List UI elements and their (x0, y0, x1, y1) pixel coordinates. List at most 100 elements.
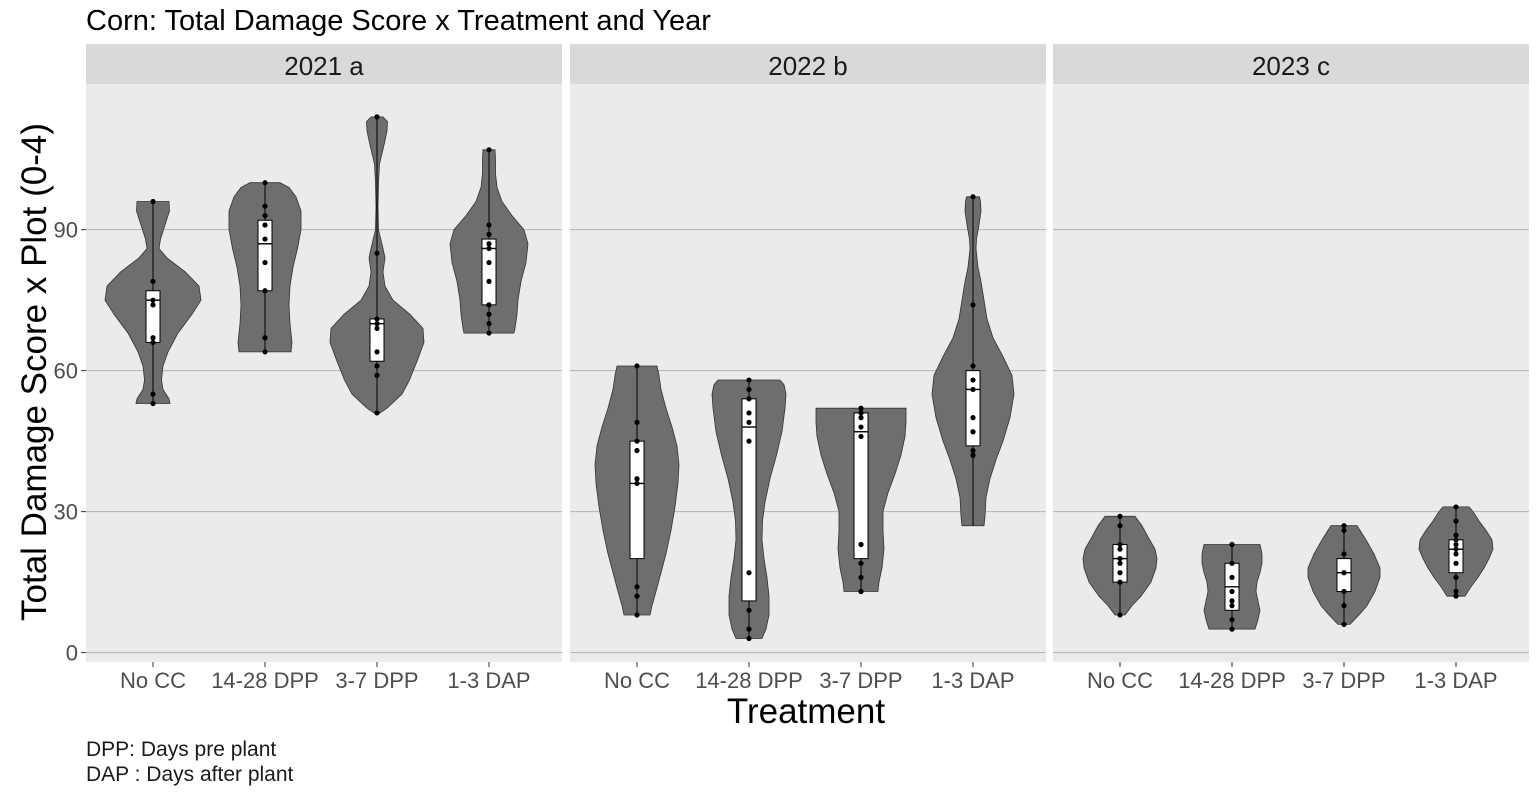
data-point (486, 311, 492, 317)
violin-group (329, 114, 425, 416)
data-point (1453, 593, 1459, 599)
violin-group (228, 180, 302, 355)
x-tick-label: 3-7 DPP (819, 668, 902, 693)
x-tick-label: 1-3 DAP (447, 668, 530, 693)
data-point (746, 438, 752, 444)
data-point (634, 419, 640, 425)
data-point (970, 429, 976, 435)
data-point (858, 410, 864, 416)
data-point (150, 198, 156, 205)
data-point (374, 349, 380, 355)
data-point (150, 400, 156, 407)
facet-strip-label: 2022 b (768, 51, 848, 81)
data-point (1453, 560, 1459, 566)
data-point (1453, 504, 1459, 510)
violin-group (594, 363, 680, 618)
data-point (486, 147, 492, 153)
data-point (1341, 523, 1347, 529)
data-point (1341, 527, 1347, 534)
box (257, 219, 273, 292)
data-point (746, 570, 752, 576)
data-point (374, 114, 380, 120)
data-point (858, 433, 864, 440)
data-point (1341, 570, 1347, 576)
x-tick-label: No CC (604, 668, 670, 693)
data-point (634, 593, 640, 599)
data-point (262, 349, 268, 355)
data-point (634, 480, 640, 487)
data-point (634, 438, 640, 444)
data-point (1453, 588, 1459, 595)
data-point (1117, 570, 1123, 576)
data-point (150, 302, 156, 308)
x-tick-label: No CC (120, 668, 186, 693)
data-point (150, 391, 156, 397)
y-tick-label: 90 (54, 218, 78, 243)
data-point (858, 415, 864, 421)
data-point (374, 410, 380, 416)
data-point (858, 588, 864, 595)
data-point (374, 363, 380, 369)
data-point (970, 386, 976, 393)
data-point (634, 612, 640, 618)
data-point (1453, 546, 1459, 552)
data-point (262, 335, 268, 341)
violin-group (1307, 523, 1381, 628)
box (629, 440, 645, 560)
data-point (262, 180, 268, 186)
data-point (262, 288, 268, 294)
x-tick-label: No CC (1087, 668, 1153, 693)
data-point (1117, 523, 1123, 529)
y-tick-label: 60 (54, 359, 78, 384)
data-point (746, 377, 752, 383)
data-point (1117, 556, 1123, 562)
data-point (970, 377, 976, 383)
violin-group (449, 147, 529, 336)
data-point (1341, 621, 1347, 628)
data-point (486, 330, 492, 336)
data-point (262, 203, 268, 209)
data-point (746, 396, 752, 402)
violin-group (104, 198, 202, 407)
data-point (858, 574, 864, 581)
data-point (1229, 588, 1235, 595)
facet-panel: 2022 b No CC 14-28 DPP 3-7 DPP 1-3 DAP (570, 44, 1046, 693)
data-point (858, 541, 864, 548)
data-point (486, 231, 492, 237)
data-point (746, 635, 752, 642)
data-point (262, 222, 268, 228)
violin-group (815, 405, 907, 595)
facet-panel: 2023 c No CC 14-28 DPP 3-7 DPP 1-3 DAP (1053, 44, 1529, 693)
data-point (1341, 588, 1347, 595)
data-point (374, 325, 380, 331)
data-point (150, 335, 156, 341)
chart-title: Corn: Total Damage Score x Treatment and… (86, 5, 711, 37)
data-point (1453, 518, 1459, 524)
data-point (486, 259, 492, 266)
violin-group (711, 377, 787, 642)
data-point (634, 363, 640, 369)
data-point (1117, 546, 1123, 552)
x-tick-label: 14-28 DPP (1178, 668, 1286, 693)
data-point (970, 302, 976, 308)
data-point (1229, 598, 1235, 604)
x-axis-title: Treatment (727, 692, 885, 731)
data-point (374, 316, 380, 322)
data-point (150, 297, 156, 303)
data-point (1117, 513, 1123, 519)
violin-group (1418, 504, 1494, 599)
x-tick-label: 14-28 DPP (695, 668, 803, 693)
data-point (746, 386, 752, 393)
facet-strip (570, 44, 1046, 84)
data-point (1453, 532, 1459, 538)
facet-strip (1053, 44, 1529, 84)
data-point (858, 424, 864, 430)
data-point (634, 476, 640, 482)
data-point (1341, 603, 1347, 609)
data-point (858, 560, 864, 566)
data-point (746, 626, 752, 632)
data-point (970, 452, 976, 458)
y-tick-label: 0 (66, 641, 78, 666)
